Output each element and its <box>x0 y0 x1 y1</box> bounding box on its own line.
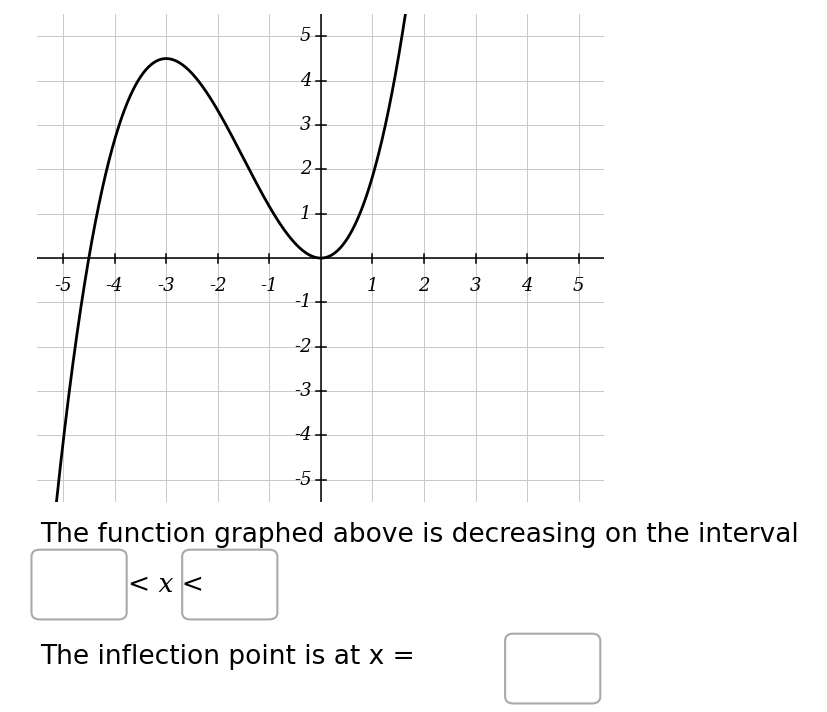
Text: -1: -1 <box>294 293 311 311</box>
Text: 3: 3 <box>299 116 311 134</box>
Text: 1: 1 <box>366 277 378 295</box>
Text: -2: -2 <box>208 277 227 295</box>
Text: -3: -3 <box>157 277 174 295</box>
Text: -4: -4 <box>106 277 123 295</box>
Text: 4: 4 <box>299 72 311 90</box>
Text: -5: -5 <box>54 277 72 295</box>
Text: -1: -1 <box>261 277 278 295</box>
Text: 2: 2 <box>299 160 311 179</box>
Text: The function graphed above is decreasing on the interval: The function graphed above is decreasing… <box>40 522 797 548</box>
Text: 5: 5 <box>572 277 584 295</box>
Text: -2: -2 <box>294 337 311 356</box>
Text: 1: 1 <box>299 205 311 223</box>
Text: 4: 4 <box>521 277 533 295</box>
Text: 2: 2 <box>418 277 429 295</box>
Text: -5: -5 <box>294 471 311 489</box>
Text: < x <: < x < <box>128 572 204 597</box>
Text: 3: 3 <box>469 277 480 295</box>
Text: 5: 5 <box>299 27 311 46</box>
Text: -4: -4 <box>294 426 311 444</box>
Text: -3: -3 <box>294 382 311 400</box>
Text: The inflection point is at x =: The inflection point is at x = <box>40 644 414 671</box>
